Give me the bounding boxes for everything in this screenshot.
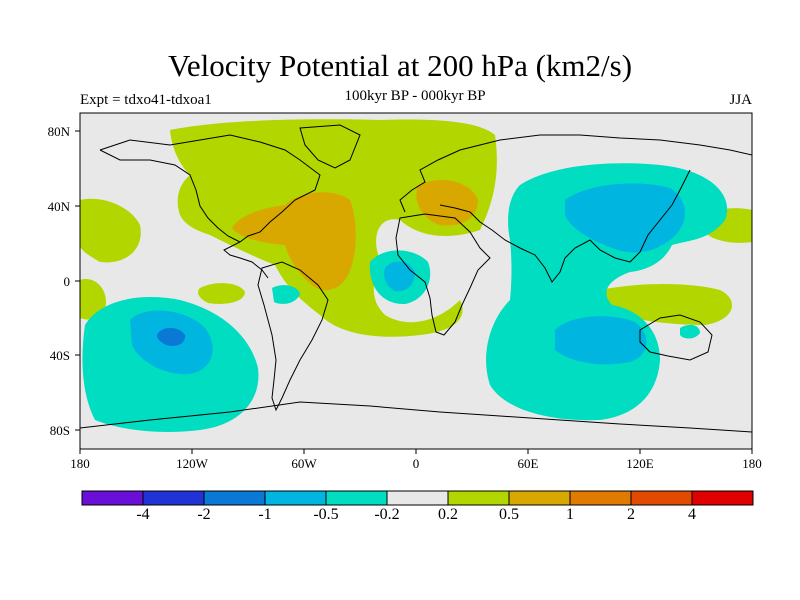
colorbar-swatch bbox=[386, 490, 449, 506]
negative-region-small-south-america bbox=[272, 285, 300, 304]
colorbar-swatch bbox=[447, 490, 510, 506]
coastline-australia bbox=[639, 314, 713, 361]
lat-label-0: 0 bbox=[63, 274, 71, 289]
lon-label-180-west: 180 bbox=[70, 456, 90, 471]
lon-label-60e: 60E bbox=[517, 456, 539, 471]
coastline-africa bbox=[395, 213, 491, 336]
coastlines bbox=[80, 124, 752, 433]
axis-ticks bbox=[75, 130, 753, 454]
lat-label-40s: 40S bbox=[49, 348, 70, 363]
colorbar-swatch bbox=[142, 490, 205, 506]
lat-label-40n: 40N bbox=[47, 199, 70, 214]
velocity-potential-field bbox=[80, 113, 752, 449]
colorbar-label: -0.2 bbox=[374, 506, 400, 523]
colorbar-label: 0.5 bbox=[499, 506, 519, 523]
colorbar-label: 2 bbox=[627, 506, 635, 523]
blue-region-atlantic bbox=[384, 261, 415, 292]
orange-region-mediterranean bbox=[416, 180, 478, 226]
map-title: Velocity Potential at 200 hPa (km2/s) bbox=[167, 48, 633, 83]
positive-region-small-pacific bbox=[198, 283, 245, 304]
lon-label-120w: 120W bbox=[176, 456, 208, 471]
lon-label-120e: 120E bbox=[626, 456, 654, 471]
blue-region-asia bbox=[565, 183, 685, 253]
lon-label-0: 0 bbox=[412, 456, 420, 471]
colorbar-label: -0.5 bbox=[313, 506, 339, 523]
coastline-greenland bbox=[299, 124, 361, 169]
orange-region-americas bbox=[232, 192, 356, 291]
positive-region-atlantic-west-edge bbox=[80, 279, 106, 320]
positive-region-west-edge bbox=[80, 198, 141, 263]
lon-label-60w: 60W bbox=[291, 456, 317, 471]
colorbar-label: 1 bbox=[566, 506, 574, 523]
lat-label-80n: 80N bbox=[47, 124, 70, 139]
coastline-south-america bbox=[257, 261, 329, 412]
colorbar-swatch bbox=[325, 490, 388, 506]
lon-label-180-east: 180 bbox=[742, 456, 762, 471]
season-label: JJA bbox=[729, 92, 752, 108]
colorbar-swatch bbox=[203, 490, 266, 506]
blue-region-indian-ocean bbox=[555, 316, 647, 365]
coastline-eurasia bbox=[399, 134, 752, 283]
colorbar-label: -1 bbox=[258, 506, 272, 523]
colorbar-swatch bbox=[569, 490, 632, 506]
colorbar-swatch bbox=[630, 490, 693, 506]
colorbar bbox=[81, 490, 754, 506]
period-label: 100kyr BP - 000kyr BP bbox=[344, 88, 486, 104]
experiment-label: Expt = tdxo41-tdxoa1 bbox=[80, 92, 212, 108]
colorbar-label: -4 bbox=[136, 506, 150, 523]
colorbar-swatch bbox=[264, 490, 327, 506]
colorbar-label: -2 bbox=[197, 506, 211, 523]
colorbar-label: 0.2 bbox=[438, 506, 458, 523]
colorbar-label: 4 bbox=[688, 506, 696, 523]
colorbar-swatch bbox=[81, 490, 144, 506]
colorbar-swatch bbox=[508, 490, 571, 506]
coastline-antarctica bbox=[80, 401, 752, 433]
coastline-north-america bbox=[99, 134, 321, 279]
colorbar-swatch bbox=[691, 490, 754, 506]
lat-label-80s: 80S bbox=[49, 423, 70, 438]
negative-region-west-pacific bbox=[680, 324, 700, 339]
deep-blue-region-south-pacific bbox=[156, 327, 186, 346]
